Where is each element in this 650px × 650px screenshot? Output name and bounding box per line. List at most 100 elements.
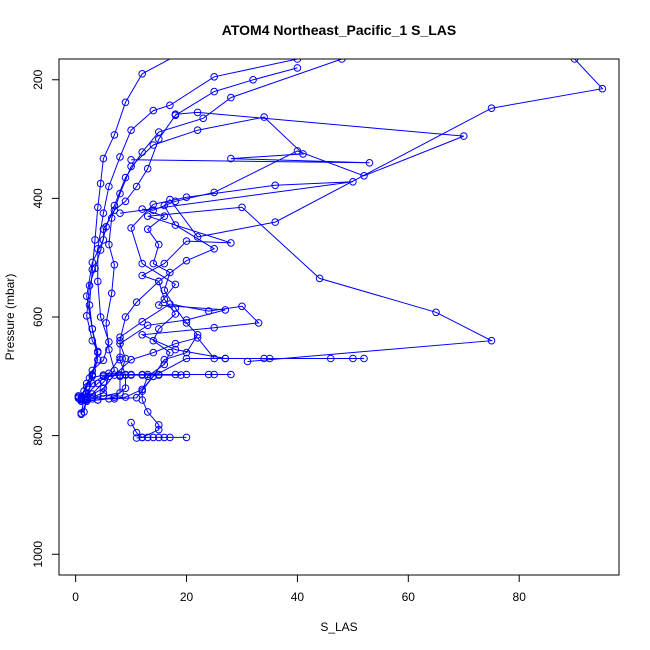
data-point bbox=[182, 193, 191, 201]
plot-box bbox=[58, 58, 620, 576]
series-line bbox=[78, 67, 298, 399]
data-point bbox=[155, 240, 163, 249]
data-point bbox=[107, 289, 116, 298]
data-point bbox=[155, 421, 163, 429]
data-point bbox=[227, 93, 235, 102]
data-point bbox=[365, 159, 374, 167]
data-point bbox=[138, 317, 146, 326]
data-point bbox=[77, 410, 85, 419]
data-point bbox=[171, 197, 180, 206]
data-point bbox=[210, 87, 218, 96]
data-point bbox=[155, 277, 163, 286]
data-point bbox=[121, 384, 130, 393]
data-point bbox=[138, 433, 146, 442]
data-point bbox=[182, 237, 191, 245]
data-point bbox=[177, 371, 185, 379]
data-point bbox=[116, 353, 124, 362]
data-point bbox=[238, 302, 246, 311]
series-profile-9 bbox=[74, 300, 263, 403]
data-point bbox=[210, 354, 218, 363]
data-point bbox=[432, 308, 440, 317]
data-point bbox=[143, 372, 152, 381]
data-point bbox=[138, 259, 146, 268]
series-line bbox=[78, 303, 260, 399]
data-point bbox=[210, 73, 218, 81]
data-point bbox=[487, 336, 496, 345]
plot-area bbox=[58, 58, 620, 576]
data-point bbox=[143, 164, 152, 173]
data-point bbox=[260, 113, 268, 121]
data-point bbox=[210, 188, 218, 197]
chart-title: ATOM4 Northeast_Pacific_1 S_LAS bbox=[222, 22, 456, 38]
data-point bbox=[94, 355, 102, 364]
x-axis: 0 20 40 60 80 bbox=[72, 574, 526, 604]
data-point bbox=[182, 370, 191, 379]
series-line bbox=[86, 181, 353, 401]
data-point bbox=[166, 433, 174, 442]
data-point bbox=[166, 268, 174, 277]
data-point bbox=[155, 425, 163, 434]
data-point bbox=[293, 64, 302, 72]
data-point bbox=[82, 292, 91, 301]
data-point bbox=[171, 304, 180, 312]
data-point bbox=[349, 354, 357, 363]
y-tick-label: 400 bbox=[31, 188, 45, 208]
x-tick-label: 0 bbox=[72, 590, 79, 604]
data-point bbox=[193, 233, 202, 241]
data-point bbox=[138, 205, 146, 213]
y-tick-label: 800 bbox=[31, 425, 45, 445]
data-point bbox=[88, 258, 97, 267]
series-profile-1 bbox=[80, 59, 171, 416]
series-line bbox=[97, 111, 464, 401]
data-point bbox=[360, 354, 368, 363]
data-point bbox=[227, 370, 235, 379]
data-point bbox=[102, 319, 110, 327]
data-point bbox=[121, 313, 130, 321]
data-point bbox=[160, 355, 169, 364]
data-point bbox=[99, 384, 108, 393]
data-point bbox=[91, 236, 99, 244]
data-point bbox=[155, 433, 163, 442]
data-point bbox=[138, 371, 146, 379]
series-profile-7 bbox=[82, 178, 357, 404]
data-point bbox=[243, 357, 252, 366]
data-point bbox=[121, 393, 130, 401]
data-point bbox=[77, 393, 85, 402]
data-point bbox=[127, 418, 135, 427]
data-point bbox=[99, 372, 108, 381]
data-point bbox=[110, 206, 119, 214]
data-point bbox=[360, 172, 368, 180]
data-point bbox=[143, 212, 152, 220]
x-tick-label: 20 bbox=[180, 590, 194, 604]
y-tick-label: 1000 bbox=[31, 541, 45, 568]
y-tick-label: 200 bbox=[31, 69, 45, 89]
data-point bbox=[88, 336, 97, 345]
data-point bbox=[88, 325, 97, 333]
data-point bbox=[171, 221, 180, 229]
data-point bbox=[204, 307, 213, 315]
data-point bbox=[210, 323, 218, 332]
data-point bbox=[82, 379, 91, 388]
data-point bbox=[171, 310, 180, 318]
data-point bbox=[99, 225, 108, 233]
data-point bbox=[155, 371, 163, 379]
data-point bbox=[193, 331, 202, 339]
data-point bbox=[182, 348, 191, 357]
data-point bbox=[127, 371, 135, 379]
data-point bbox=[82, 393, 91, 402]
data-point bbox=[227, 239, 235, 247]
data-point bbox=[116, 153, 124, 161]
data-point bbox=[132, 434, 141, 442]
data-point bbox=[221, 306, 230, 314]
data-point bbox=[166, 348, 174, 357]
y-tick-label: 600 bbox=[31, 307, 45, 327]
data-point bbox=[149, 206, 158, 214]
y-axis-label: Pressure (mbar) bbox=[3, 274, 17, 361]
data-point bbox=[182, 256, 191, 265]
data-point bbox=[94, 203, 102, 212]
data-point bbox=[155, 325, 163, 333]
x-tick-label: 40 bbox=[291, 590, 305, 604]
data-point bbox=[271, 218, 280, 226]
series-profile-2 bbox=[77, 59, 302, 417]
